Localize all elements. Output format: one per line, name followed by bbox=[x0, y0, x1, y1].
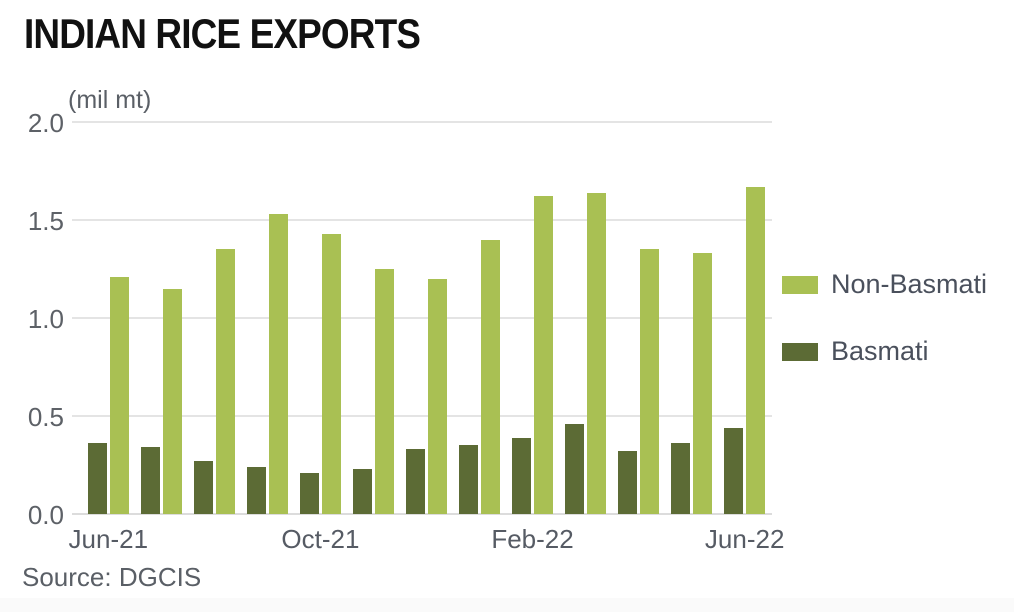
bar-basmati-Jun-21 bbox=[88, 443, 107, 514]
bar-non-basmati-Aug-21 bbox=[215, 249, 235, 514]
bar-non-basmati-Dec-21 bbox=[427, 278, 447, 514]
bottom-strip bbox=[0, 598, 1014, 612]
bar-non-basmati-Jan-22 bbox=[480, 239, 500, 514]
bar-non-basmati-Feb-22 bbox=[533, 196, 553, 514]
legend-item-basmati: Basmati bbox=[782, 336, 929, 367]
gridline-1.5 bbox=[72, 219, 772, 221]
bar-basmati-May-22 bbox=[671, 443, 690, 514]
bar-basmati-Jul-21 bbox=[141, 447, 160, 514]
non-basmati-swatch bbox=[782, 275, 818, 294]
ytick-2.0: 2.0 bbox=[27, 108, 64, 138]
ytick-1.5: 1.5 bbox=[27, 206, 64, 236]
bar-non-basmati-Mar-22 bbox=[586, 192, 606, 514]
xtick-Jun-22: Jun-22 bbox=[704, 524, 785, 554]
bar-non-basmati-Nov-21 bbox=[374, 269, 394, 514]
bar-basmati-Sep-21 bbox=[247, 466, 266, 514]
bar-non-basmati-May-22 bbox=[692, 253, 712, 514]
source-attribution: Source: DGCIS bbox=[22, 562, 202, 592]
ytick-0.5: 0.5 bbox=[27, 402, 64, 432]
legend-item-non-basmati: Non-Basmati bbox=[782, 269, 987, 300]
legend-label-non-basmati: Non-Basmati bbox=[831, 269, 988, 299]
gridline-1.0 bbox=[72, 317, 772, 319]
gridline-2.0 bbox=[72, 121, 772, 123]
ytick-1.0: 1.0 bbox=[27, 304, 64, 334]
xtick-Oct-21: Oct-21 bbox=[281, 524, 360, 554]
bar-basmati-Oct-21 bbox=[300, 472, 319, 514]
bar-basmati-Feb-22 bbox=[512, 437, 531, 514]
legend-label-basmati: Basmati bbox=[831, 336, 929, 366]
gridline-0.5 bbox=[72, 415, 772, 417]
x-axis-baseline bbox=[72, 513, 772, 515]
xtick-Feb-22: Feb-22 bbox=[491, 524, 574, 554]
bar-basmati-Apr-22 bbox=[618, 451, 637, 514]
bar-basmati-Mar-22 bbox=[565, 423, 584, 514]
bar-non-basmati-Jul-21 bbox=[162, 288, 182, 514]
bar-non-basmati-Jun-22 bbox=[745, 186, 765, 514]
bar-basmati-Jan-22 bbox=[459, 445, 478, 514]
ytick-0.0: 0.0 bbox=[27, 500, 64, 530]
bar-non-basmati-Oct-21 bbox=[321, 233, 341, 514]
bar-basmati-Aug-21 bbox=[194, 461, 213, 514]
bar-basmati-Jun-22 bbox=[724, 427, 743, 514]
bar-non-basmati-Apr-22 bbox=[639, 249, 659, 514]
xtick-Jun-21: Jun-21 bbox=[68, 524, 149, 554]
basmati-swatch bbox=[782, 342, 818, 361]
bar-basmati-Dec-21 bbox=[406, 449, 425, 514]
plot-area bbox=[72, 121, 772, 515]
bar-basmati-Nov-21 bbox=[353, 468, 372, 514]
y-axis-unit-label: (mil mt) bbox=[68, 86, 152, 114]
chart-title: INDIAN RICE EXPORTS bbox=[24, 10, 421, 57]
bar-non-basmati-Sep-21 bbox=[268, 214, 288, 514]
bar-non-basmati-Jun-21 bbox=[109, 276, 129, 514]
